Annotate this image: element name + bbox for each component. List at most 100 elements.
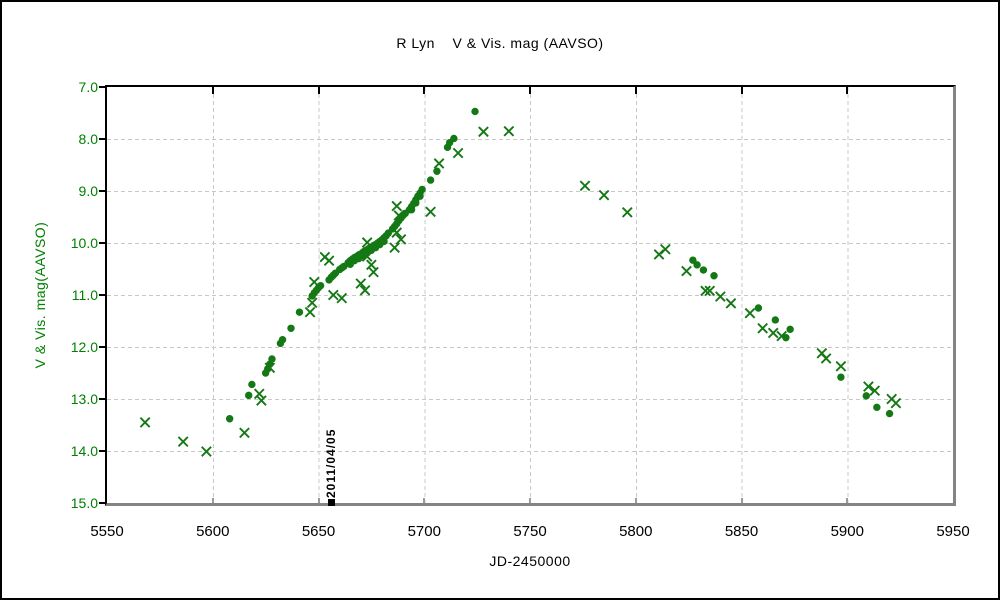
- vis-data-point: [715, 291, 726, 302]
- vis-data-point: [869, 385, 881, 397]
- v-data-point: [287, 324, 295, 332]
- v-data-point: [837, 373, 845, 381]
- vis-data-point: [757, 322, 768, 334]
- vis-data-point: [327, 289, 339, 301]
- x-tick-mark: [846, 87, 849, 94]
- y-tick-label: 9.0: [78, 183, 98, 199]
- vis-data-point: [890, 397, 902, 409]
- v-data-point: [316, 281, 325, 290]
- y-tick-mark: [99, 450, 106, 452]
- vis-data-point: [863, 381, 874, 392]
- vis-data-point: [704, 285, 716, 297]
- x-tick-mark: [211, 498, 214, 503]
- vis-data-point: [389, 242, 400, 254]
- x-tick-mark: [740, 87, 743, 94]
- y-tick-label: 7.0: [78, 79, 98, 95]
- x-tick-mark: [846, 498, 849, 503]
- v-data-point: [426, 176, 435, 184]
- vis-data-point: [503, 125, 515, 137]
- plot-area: [105, 85, 956, 506]
- vis-data-point: [264, 362, 276, 374]
- x-tick-mark: [317, 87, 320, 94]
- x-tick-label: 5750: [513, 523, 547, 540]
- y-tick-label: 12.0: [70, 339, 98, 355]
- y-tick-label: 8.0: [78, 131, 98, 147]
- v-data-point: [248, 380, 256, 389]
- v-data-point: [693, 261, 701, 269]
- vis-data-point: [391, 227, 403, 238]
- v-data-point: [450, 134, 458, 143]
- x-tick-label: 5800: [619, 523, 653, 540]
- vis-data-point: [308, 276, 320, 288]
- v-data-point: [885, 409, 894, 418]
- x-tick-mark: [423, 498, 426, 503]
- y-tick-label: 11.0: [71, 287, 98, 303]
- vis-data-point: [478, 126, 489, 138]
- x-tick-label: 5550: [90, 523, 124, 540]
- vis-data-point: [201, 446, 212, 457]
- vis-data-point: [433, 158, 445, 169]
- vis-data-point: [452, 147, 464, 159]
- vis-data-point: [700, 285, 711, 297]
- x-tick-mark: [529, 87, 531, 94]
- x-tick-mark: [634, 87, 637, 94]
- y-tick-mark: [99, 242, 106, 244]
- y-axis-title: V & Vis. mag(AAVSO): [32, 221, 48, 369]
- v-data-point: [412, 199, 420, 207]
- y-tick-mark: [99, 346, 106, 348]
- chart-title: R Lyn V & Vis. mag (AAVSO): [396, 35, 604, 51]
- v-data-point: [771, 316, 780, 324]
- vis-data-point: [391, 200, 403, 212]
- x-tick-mark: [423, 87, 426, 94]
- vis-data-point: [660, 243, 671, 255]
- x-tick-mark: [634, 498, 637, 503]
- x-axis-title: JD-2450000: [489, 553, 571, 569]
- v-data-point: [699, 266, 708, 274]
- vis-data-point: [304, 306, 316, 318]
- vis-data-point: [579, 180, 591, 192]
- vis-data-point: [306, 297, 318, 309]
- v-data-point: [433, 167, 441, 175]
- data-points-layer: [107, 87, 953, 503]
- vis-data-point: [177, 436, 189, 447]
- x-tick-mark: [211, 87, 214, 94]
- v-data-point: [225, 415, 234, 423]
- y-tick-label: 14.0: [70, 443, 98, 459]
- vis-data-point: [366, 259, 377, 271]
- y-tick-mark: [99, 502, 106, 504]
- vis-data-point: [139, 417, 151, 428]
- v-data-point: [710, 272, 718, 280]
- y-tick-mark: [99, 86, 106, 88]
- v-data-point: [471, 107, 479, 116]
- v-data-point: [295, 308, 304, 316]
- vis-data-point: [395, 234, 407, 245]
- x-tick-label: 5950: [936, 523, 970, 540]
- vis-data-point: [323, 255, 335, 267]
- v-data-point: [416, 192, 424, 200]
- vis-data-point: [355, 278, 367, 289]
- y-tick-mark: [99, 398, 106, 400]
- vis-data-point: [256, 395, 267, 406]
- vis-data-point: [744, 307, 756, 319]
- v-data-point: [862, 392, 870, 400]
- vis-data-point: [621, 206, 633, 218]
- vis-data-point: [598, 189, 610, 201]
- y-tick-mark: [99, 294, 106, 296]
- v-data-point: [380, 237, 388, 246]
- vis-data-point: [359, 284, 371, 296]
- x-tick-mark: [529, 498, 531, 503]
- v-data-point: [278, 336, 287, 344]
- y-tick-label: 13.0: [70, 391, 98, 407]
- vis-data-point: [767, 327, 779, 339]
- x-tick-label: 5700: [407, 523, 441, 540]
- vis-data-point: [361, 251, 373, 262]
- v-data-point: [786, 325, 794, 334]
- vis-data-point: [820, 353, 832, 364]
- y-tick-mark: [99, 138, 106, 140]
- y-tick-label: 10.0: [70, 235, 98, 251]
- x-tick-mark: [317, 498, 320, 503]
- v-data-point: [245, 391, 253, 400]
- vis-data-point: [361, 237, 373, 248]
- vis-data-point: [425, 206, 436, 218]
